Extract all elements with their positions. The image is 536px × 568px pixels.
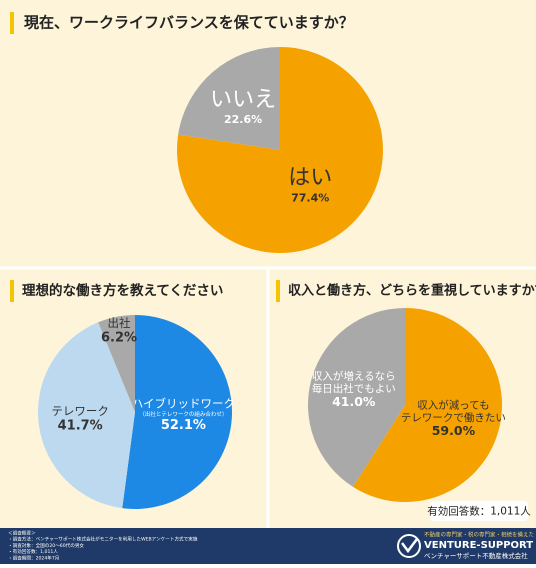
slice-sublabel: （出社とテレワークの組み合わせ）	[139, 410, 227, 418]
footer-note: ・有効回答数：1,011人	[8, 548, 58, 555]
value-label: 41.0%	[332, 394, 376, 409]
slice-label: 毎日出社でもよい	[312, 382, 396, 395]
pie-slice	[122, 315, 233, 509]
chart-title: 収入と働き方、どちらを重視していますか？	[288, 283, 536, 299]
logo-icon	[397, 534, 421, 558]
pie-slice	[98, 315, 135, 412]
value-label: 52.1%	[161, 418, 206, 433]
logo-check	[401, 538, 418, 554]
title-bar	[10, 12, 14, 34]
slice-label: ハイブリッドワーク	[132, 397, 235, 411]
footer-note: ・調査方法：ベンチャーサポート株式会社がモニターを利用したWEBアンケート方式で…	[8, 536, 198, 543]
footer-note: ・調査対象：全国の20〜60代の男女	[8, 542, 84, 549]
pie-slice	[308, 308, 405, 487]
footer-bar	[0, 528, 536, 564]
respondents-box	[430, 501, 528, 521]
chart-title: 現在、ワークライフバランスを保てていますか？	[24, 14, 354, 32]
pie-slice	[38, 322, 135, 509]
title-bar	[10, 280, 14, 302]
value-label: 41.7%	[58, 419, 103, 434]
slice-label: テレワークで働きたい	[401, 411, 506, 424]
respondents: 有効回答数：1,011人	[427, 505, 531, 518]
company: ベンチャーサポート不動産株式会社	[424, 551, 528, 560]
value-label: 22.6%	[224, 113, 262, 126]
brand: VENTURE-SUPPORT	[424, 540, 533, 551]
pie-slice	[353, 308, 502, 502]
slice-label: はい	[288, 166, 332, 191]
footer-notes: ＜調査概要＞・調査方法：ベンチャーサポート株式会社がモニターを利用したWEBアン…	[8, 530, 198, 562]
footer-note: ＜調査概要＞	[8, 530, 36, 537]
value-label: 77.4%	[291, 191, 329, 204]
value-label: 6.2%	[101, 331, 137, 346]
slice-label: いいえ	[210, 87, 276, 112]
chart-title: 理想的な働き方を教えてください	[22, 282, 223, 299]
slice-label: 出社	[108, 316, 131, 330]
footer-note: ・調査期間：2024年7月	[8, 554, 59, 561]
slice-label: 収入が増えるなら	[312, 369, 396, 382]
title-bar	[276, 280, 280, 302]
pie-slice	[178, 47, 280, 150]
slice-label: テレワーク	[51, 404, 109, 418]
value-label: 59.0%	[432, 423, 476, 438]
slice-label: 収入が減っても	[417, 398, 489, 411]
tagline: 不動産の専門家・税の専門家・相続を備えた	[424, 531, 534, 539]
